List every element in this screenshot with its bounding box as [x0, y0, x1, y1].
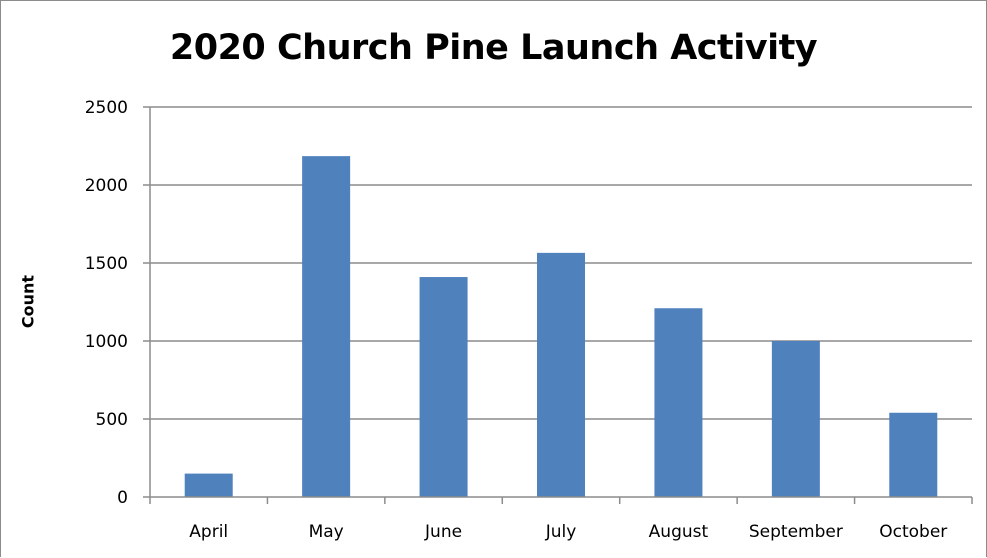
x-tick-label: April	[189, 522, 228, 542]
y-axis-ticks: 0 500 1000 1500 2000 2500	[85, 98, 150, 508]
bars	[184, 156, 938, 497]
bar-april	[184, 473, 233, 497]
axes	[149, 107, 972, 498]
chart-title: 2020 Church Pine Launch Activity	[169, 28, 818, 68]
bar-october	[889, 412, 938, 497]
x-tick-label: September	[749, 522, 843, 542]
y-tick-label: 1000	[85, 332, 128, 352]
x-tick-label: May	[309, 522, 344, 542]
x-tick-label: October	[879, 522, 947, 542]
bar-may	[302, 156, 351, 497]
y-tick-label: 2000	[85, 176, 128, 196]
bar-september	[771, 341, 820, 497]
bar-june	[419, 277, 468, 497]
x-tick-label: August	[649, 522, 709, 542]
x-tick-label: July	[545, 522, 577, 542]
x-tick-label: June	[424, 522, 462, 542]
y-tick-label: 2500	[85, 98, 128, 118]
y-tick-label: 0	[117, 488, 128, 508]
y-tick-label: 500	[96, 410, 128, 430]
x-axis-ticks: April May June July August September October	[149, 497, 973, 542]
bar-july	[537, 252, 585, 497]
bar-august	[654, 308, 703, 497]
y-tick-label: 1500	[85, 254, 128, 274]
